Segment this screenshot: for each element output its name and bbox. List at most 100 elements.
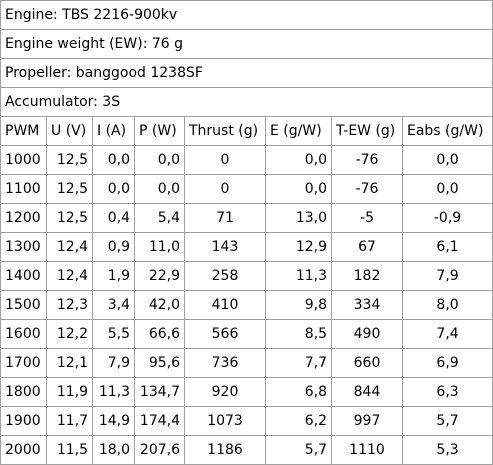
cell-power: 0,0 xyxy=(134,174,185,204)
cell-efficiency: 11,3 xyxy=(265,261,332,291)
header-efficiency: E (g/W) xyxy=(265,116,332,146)
cell-current: 5,5 xyxy=(92,319,135,349)
cell-voltage: 12,3 xyxy=(46,290,93,320)
cell-voltage: 12,5 xyxy=(46,145,93,175)
table-row: 1200 12,5 0,4 5,4 71 13,0 -5 -0,9 xyxy=(0,203,493,233)
info-row-accumulator: Accumulator: 3S xyxy=(0,87,493,117)
cell-voltage: 12,1 xyxy=(46,348,93,378)
header-current: I (A) xyxy=(92,116,135,146)
cell-pwm: 1300 xyxy=(0,232,47,262)
cell-eabs: 8,0 xyxy=(401,290,493,320)
info-engine: Engine: TBS 2216-900kv xyxy=(0,0,493,30)
cell-pwm: 1100 xyxy=(0,174,47,204)
cell-eabs: 5,3 xyxy=(401,435,493,465)
cell-efficiency: 9,8 xyxy=(265,290,332,320)
cell-pwm: 1200 xyxy=(0,203,47,233)
cell-pwm: 1500 xyxy=(0,290,47,320)
cell-pwm: 2000 xyxy=(0,435,47,465)
cell-current: 0,0 xyxy=(92,174,135,204)
cell-current: 1,9 xyxy=(92,261,135,291)
cell-current: 18,0 xyxy=(92,435,135,465)
cell-power: 5,4 xyxy=(134,203,185,233)
cell-thrust: 0 xyxy=(184,145,266,175)
cell-thrust: 143 xyxy=(184,232,266,262)
cell-efficiency: 0,0 xyxy=(265,145,332,175)
info-row-engine-weight: Engine weight (EW): 76 g xyxy=(0,29,493,59)
cell-efficiency: 6,8 xyxy=(265,377,332,407)
cell-current: 3,4 xyxy=(92,290,135,320)
cell-power: 11,0 xyxy=(134,232,185,262)
cell-power: 42,0 xyxy=(134,290,185,320)
table-row: 1700 12,1 7,9 95,6 736 7,7 660 6,9 xyxy=(0,348,493,378)
cell-thrust: 71 xyxy=(184,203,266,233)
cell-current: 0,9 xyxy=(92,232,135,262)
info-propeller: Propeller: banggood 1238SF xyxy=(0,58,493,88)
cell-current: 14,9 xyxy=(92,406,135,436)
cell-voltage: 11,7 xyxy=(46,406,93,436)
table-row: 1900 11,7 14,9 174,4 1073 6,2 997 5,7 xyxy=(0,406,493,436)
cell-efficiency: 0,0 xyxy=(265,174,332,204)
cell-eabs: 6,9 xyxy=(401,348,493,378)
cell-current: 0,0 xyxy=(92,145,135,175)
cell-voltage: 12,2 xyxy=(46,319,93,349)
cell-eabs: 7,4 xyxy=(401,319,493,349)
cell-thrust-minus-ew: 182 xyxy=(331,261,403,291)
cell-thrust: 1186 xyxy=(184,435,266,465)
header-voltage: U (V) xyxy=(46,116,93,146)
cell-efficiency: 12,9 xyxy=(265,232,332,262)
cell-thrust-minus-ew: 660 xyxy=(331,348,403,378)
cell-power: 174,4 xyxy=(134,406,185,436)
cell-voltage: 12,5 xyxy=(46,203,93,233)
cell-thrust-minus-ew: 997 xyxy=(331,406,403,436)
cell-eabs: -0,9 xyxy=(401,203,493,233)
cell-thrust: 920 xyxy=(184,377,266,407)
cell-thrust-minus-ew: -76 xyxy=(331,145,403,175)
header-eabs: Eabs (g/W) xyxy=(401,116,493,146)
cell-thrust: 258 xyxy=(184,261,266,291)
info-row-propeller: Propeller: banggood 1238SF xyxy=(0,58,493,88)
table-row: 1100 12,5 0,0 0,0 0 0,0 -76 0,0 xyxy=(0,174,493,204)
cell-thrust-minus-ew: 334 xyxy=(331,290,403,320)
cell-eabs: 6,3 xyxy=(401,377,493,407)
cell-pwm: 1400 xyxy=(0,261,47,291)
cell-thrust-minus-ew: 490 xyxy=(331,319,403,349)
header-row: PWM U (V) I (A) P (W) Thrust (g) E (g/W)… xyxy=(0,116,493,146)
cell-thrust-minus-ew: -76 xyxy=(331,174,403,204)
cell-thrust: 1073 xyxy=(184,406,266,436)
cell-voltage: 12,4 xyxy=(46,232,93,262)
cell-power: 134,7 xyxy=(134,377,185,407)
cell-power: 22,9 xyxy=(134,261,185,291)
cell-thrust: 736 xyxy=(184,348,266,378)
cell-thrust-minus-ew: 1110 xyxy=(331,435,403,465)
header-thrust: Thrust (g) xyxy=(184,116,266,146)
cell-efficiency: 6,2 xyxy=(265,406,332,436)
cell-efficiency: 5,7 xyxy=(265,435,332,465)
header-pwm: PWM xyxy=(0,116,47,146)
table-row: 1600 12,2 5,5 66,6 566 8,5 490 7,4 xyxy=(0,319,493,349)
table-row: 1500 12,3 3,4 42,0 410 9,8 334 8,0 xyxy=(0,290,493,320)
table-row: 1800 11,9 11,3 134,7 920 6,8 844 6,3 xyxy=(0,377,493,407)
cell-voltage: 12,4 xyxy=(46,261,93,291)
cell-pwm: 1600 xyxy=(0,319,47,349)
cell-power: 95,6 xyxy=(134,348,185,378)
header-thrust-minus-ew: T-EW (g) xyxy=(331,116,403,146)
cell-thrust: 566 xyxy=(184,319,266,349)
cell-eabs: 7,9 xyxy=(401,261,493,291)
info-accumulator: Accumulator: 3S xyxy=(0,87,493,117)
info-row-engine: Engine: TBS 2216-900kv xyxy=(0,0,493,30)
cell-power: 207,6 xyxy=(134,435,185,465)
table-row: 1300 12,4 0,9 11,0 143 12,9 67 6,1 xyxy=(0,232,493,262)
cell-eabs: 0,0 xyxy=(401,145,493,175)
cell-current: 0,4 xyxy=(92,203,135,233)
cell-pwm: 1800 xyxy=(0,377,47,407)
cell-eabs: 6,1 xyxy=(401,232,493,262)
cell-thrust-minus-ew: 844 xyxy=(331,377,403,407)
cell-thrust-minus-ew: 67 xyxy=(331,232,403,262)
cell-voltage: 12,5 xyxy=(46,174,93,204)
cell-efficiency: 8,5 xyxy=(265,319,332,349)
cell-power: 66,6 xyxy=(134,319,185,349)
cell-pwm: 1900 xyxy=(0,406,47,436)
cell-eabs: 0,0 xyxy=(401,174,493,204)
data-rows: 1000 12,5 0,0 0,0 0 0,0 -76 0,0 1100 12,5 0,0 0,0 0 0… xyxy=(0,145,493,465)
